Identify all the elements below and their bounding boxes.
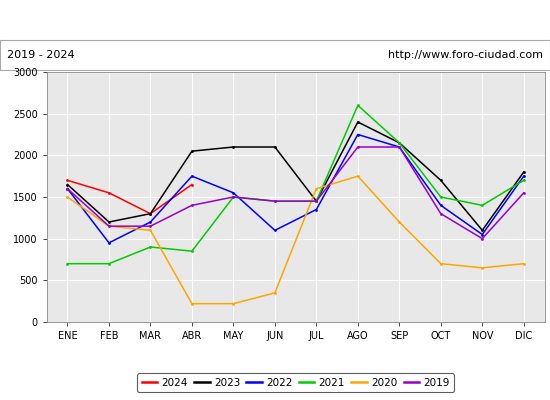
Text: 2019 - 2024: 2019 - 2024 [7, 50, 74, 60]
Text: Evolucion Nº Turistas Nacionales en el municipio de Moraleja: Evolucion Nº Turistas Nacionales en el m… [46, 14, 504, 28]
Text: http://www.foro-ciudad.com: http://www.foro-ciudad.com [388, 50, 543, 60]
Legend: 2024, 2023, 2022, 2021, 2020, 2019: 2024, 2023, 2022, 2021, 2020, 2019 [138, 374, 454, 392]
